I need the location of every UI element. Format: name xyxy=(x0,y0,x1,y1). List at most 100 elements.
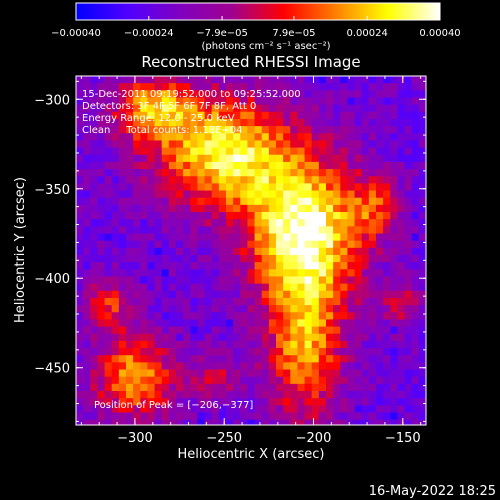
heatmap-pixel xyxy=(397,161,406,170)
heatmap-pixel xyxy=(376,333,384,342)
heatmap-pixel xyxy=(111,355,120,363)
heatmap-pixel xyxy=(190,83,199,91)
heatmap-pixel xyxy=(311,90,320,99)
heatmap-pixel xyxy=(183,412,191,421)
heatmap-pixel xyxy=(204,111,213,120)
heatmap-pixel xyxy=(297,133,306,142)
heatmap-pixel xyxy=(147,247,156,256)
heatmap-pixel xyxy=(133,233,141,242)
heatmap-pixel xyxy=(347,326,356,335)
heatmap-pixel xyxy=(333,419,341,425)
heatmap-pixel xyxy=(226,398,234,406)
heatmap-pixel xyxy=(361,283,370,292)
heatmap-pixel xyxy=(197,254,206,263)
heatmap-pixel xyxy=(211,355,220,363)
heatmap-pixel xyxy=(397,226,406,235)
heatmap-pixel xyxy=(104,233,113,242)
heatmap-pixel xyxy=(197,76,206,84)
heatmap-pixel xyxy=(176,254,184,263)
heatmap-pixel xyxy=(76,111,84,120)
heatmap-pixel xyxy=(190,161,199,170)
heatmap-pixel xyxy=(118,90,127,99)
heatmap-pixel xyxy=(147,405,156,414)
heatmap-pixel xyxy=(290,348,299,356)
heatmap-pixel xyxy=(247,348,256,356)
heatmap-pixel xyxy=(354,90,363,99)
heatmap-pixel xyxy=(83,254,91,263)
heatmap-pixel xyxy=(276,140,284,149)
heatmap-pixel xyxy=(283,319,291,328)
heatmap-pixel xyxy=(76,104,84,113)
heatmap-pixel xyxy=(218,348,227,356)
heatmap-pixel xyxy=(161,305,170,313)
heatmap-pixel xyxy=(168,283,177,292)
heatmap-pixel xyxy=(233,118,241,127)
heatmap-pixel xyxy=(247,147,256,156)
heatmap-pixel xyxy=(161,398,170,406)
heatmap-pixel xyxy=(276,183,284,192)
heatmap-pixel xyxy=(311,290,320,299)
heatmap-pixel xyxy=(261,118,270,127)
heatmap-pixel xyxy=(176,190,184,199)
heatmap-pixel xyxy=(304,219,313,227)
heatmap-pixel xyxy=(240,419,249,425)
heatmap-pixel xyxy=(340,390,349,399)
heatmap-pixel xyxy=(411,297,420,306)
heatmap-pixel xyxy=(318,161,327,170)
heatmap-pixel xyxy=(261,398,270,406)
heatmap-pixel xyxy=(218,219,227,227)
heatmap-pixel xyxy=(283,212,291,220)
heatmap-pixel xyxy=(261,133,270,142)
heatmap-pixel xyxy=(168,262,177,270)
heatmap-pixel xyxy=(418,169,426,177)
heatmap-pixel xyxy=(147,348,156,356)
heatmap-pixel xyxy=(290,197,299,206)
heatmap-pixel xyxy=(290,362,299,371)
heatmap-pixel xyxy=(276,333,284,342)
heatmap-pixel xyxy=(397,269,406,278)
heatmap-pixel xyxy=(154,398,163,406)
heatmap-pixel xyxy=(268,111,277,120)
heatmap-pixel xyxy=(190,226,199,235)
heatmap-pixel xyxy=(111,254,120,263)
heatmap-pixel xyxy=(104,305,113,313)
heatmap-pixel xyxy=(83,276,91,285)
heatmap-pixel xyxy=(368,412,377,421)
heatmap-pixel xyxy=(176,97,184,106)
heatmap-pixel xyxy=(147,297,156,306)
heatmap-pixel xyxy=(254,362,263,371)
heatmap-pixel xyxy=(111,269,120,278)
heatmap-pixel xyxy=(247,362,256,371)
heatmap-pixel xyxy=(147,412,156,421)
heatmap-pixel xyxy=(126,204,134,213)
heatmap-pixel xyxy=(104,219,113,227)
heatmap-pixel xyxy=(261,362,270,371)
heatmap-pixel xyxy=(147,161,156,170)
heatmap-pixel xyxy=(268,226,277,235)
heatmap-pixel xyxy=(204,355,213,363)
heatmap-pixel xyxy=(168,111,177,120)
heatmap-pixel xyxy=(133,111,141,120)
heatmap-pixel xyxy=(418,283,426,292)
heatmap-pixel xyxy=(211,226,220,235)
heatmap-pixel xyxy=(397,133,406,142)
heatmap-pixel xyxy=(390,340,399,349)
heatmap-pixel xyxy=(368,398,377,406)
heatmap-pixel xyxy=(368,154,377,163)
heatmap-pixel xyxy=(218,161,227,170)
heatmap-pixel xyxy=(247,383,256,392)
heatmap-pixel xyxy=(397,283,406,292)
heatmap-pixel xyxy=(183,305,191,313)
heatmap-pixel xyxy=(297,319,306,328)
heatmap-pixel xyxy=(97,233,106,242)
heatmap-pixel xyxy=(140,355,149,363)
heatmap-pixel xyxy=(354,333,363,342)
heatmap-pixel xyxy=(376,97,384,106)
heatmap-pixel xyxy=(183,97,191,106)
heatmap-pixel xyxy=(354,412,363,421)
heatmap-pixel xyxy=(97,126,106,134)
heatmap-pixel xyxy=(161,376,170,385)
heatmap-pixel xyxy=(197,376,206,385)
heatmap-pixel xyxy=(347,126,356,134)
heatmap-pixel xyxy=(304,398,313,406)
